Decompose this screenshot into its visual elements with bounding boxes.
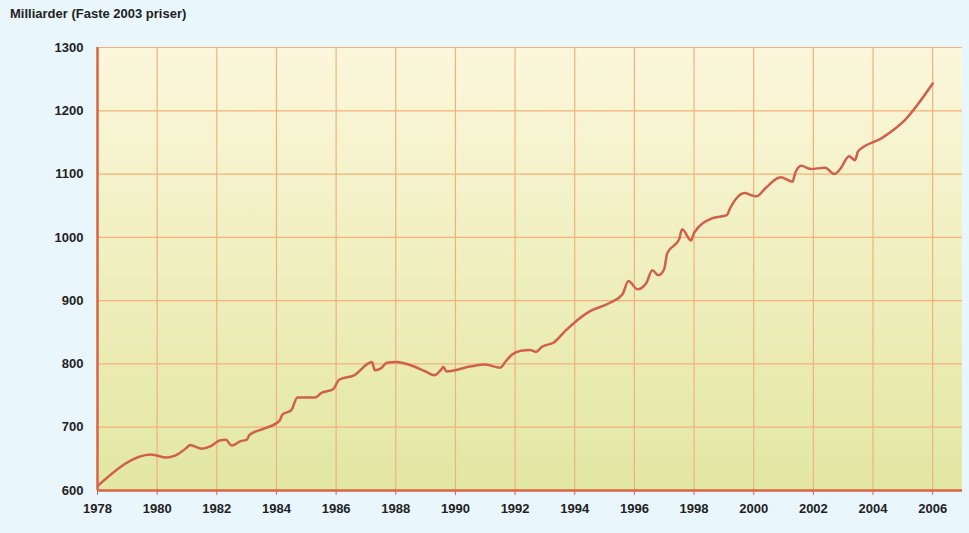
svg-text:600: 600 [62, 483, 84, 498]
svg-text:900: 900 [62, 293, 84, 308]
svg-text:1998: 1998 [680, 501, 709, 516]
svg-text:1000: 1000 [55, 230, 84, 245]
svg-text:1994: 1994 [560, 501, 590, 516]
svg-text:2000: 2000 [739, 501, 768, 516]
svg-text:1990: 1990 [441, 501, 470, 516]
svg-text:1992: 1992 [501, 501, 530, 516]
svg-text:1996: 1996 [620, 501, 649, 516]
svg-text:1986: 1986 [322, 501, 351, 516]
svg-text:2002: 2002 [799, 501, 828, 516]
svg-text:1980: 1980 [143, 501, 172, 516]
svg-text:1100: 1100 [55, 166, 83, 181]
svg-text:1982: 1982 [202, 501, 231, 516]
svg-text:700: 700 [62, 419, 84, 434]
svg-text:800: 800 [62, 356, 84, 371]
html-text:Milliarder (Faste 2003 priser): Milliarder (Faste 2003 priser) [10, 6, 187, 21]
svg-text:1300: 1300 [55, 40, 84, 55]
svg-text:1200: 1200 [55, 103, 84, 118]
svg-text:2004: 2004 [859, 501, 889, 516]
svg-text:2006: 2006 [918, 501, 947, 516]
svg-text:1978: 1978 [83, 501, 112, 516]
svg-text:1984: 1984 [262, 501, 292, 516]
svg-text:1988: 1988 [381, 501, 410, 516]
